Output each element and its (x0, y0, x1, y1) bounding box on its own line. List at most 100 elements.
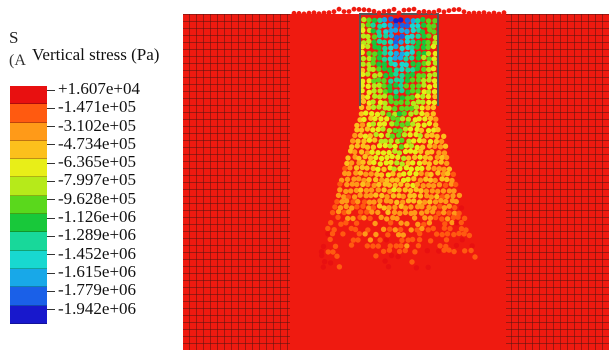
particle (321, 259, 328, 265)
particle (439, 176, 445, 182)
particle (345, 155, 351, 161)
legend-label: -1.126e+06 (47, 207, 140, 226)
particle (431, 56, 437, 62)
particle (353, 187, 360, 194)
particle (402, 205, 409, 211)
particle (446, 203, 452, 209)
particle (421, 221, 427, 228)
particle (431, 165, 437, 172)
particle (453, 181, 459, 188)
particle (402, 247, 408, 254)
particle (456, 192, 463, 199)
legend-swatch (10, 122, 47, 141)
particle (378, 155, 385, 162)
particle (430, 111, 436, 117)
particle (384, 194, 390, 200)
particle (399, 105, 405, 112)
particle (430, 66, 437, 72)
particle (468, 247, 474, 254)
particle (411, 176, 417, 182)
particle (376, 143, 383, 149)
particle (426, 204, 432, 211)
particle (413, 171, 419, 177)
legend-label: -1.615e+06 (47, 262, 140, 281)
particle (350, 199, 356, 205)
particle (349, 144, 355, 150)
particle (415, 204, 421, 210)
right-mesh-region (506, 14, 609, 350)
particle (415, 55, 422, 61)
particle (371, 83, 377, 89)
particle (455, 214, 461, 220)
particle (365, 43, 371, 50)
particle (409, 88, 416, 94)
particle (434, 154, 441, 160)
particle (359, 67, 366, 74)
particle (407, 126, 414, 132)
particle (415, 77, 422, 83)
particle (400, 193, 406, 199)
particle (362, 231, 368, 237)
particle (399, 61, 405, 67)
particle (370, 165, 376, 172)
particle (437, 243, 443, 249)
particle (394, 199, 400, 205)
particle (365, 105, 372, 111)
legend-swatch (10, 195, 47, 215)
particle (425, 44, 431, 50)
legend-label: -7.997e+05 (47, 171, 140, 189)
particle (437, 144, 444, 150)
particle (421, 22, 427, 28)
legend-symbol: S (9, 28, 19, 47)
particle (410, 18, 416, 24)
particle (393, 71, 399, 77)
particle (379, 177, 385, 183)
particle (403, 83, 410, 89)
surface-particle (461, 9, 467, 15)
particle (440, 188, 447, 194)
particle (418, 188, 424, 194)
particle (426, 143, 433, 149)
particle (356, 176, 362, 182)
particle (420, 99, 426, 105)
particle (439, 216, 445, 222)
particle (371, 199, 377, 205)
particle (392, 27, 399, 33)
particle (428, 194, 434, 200)
particle (388, 159, 394, 166)
particle (373, 231, 379, 238)
particle (409, 71, 416, 78)
particle (446, 210, 452, 216)
particle (432, 34, 439, 41)
particle (415, 33, 421, 39)
particle (426, 161, 432, 167)
legend-swatch (10, 305, 47, 324)
particle (363, 187, 370, 194)
particle (337, 181, 343, 187)
particle (417, 133, 423, 139)
particle (370, 127, 376, 133)
particle (444, 193, 450, 200)
surface-particle (456, 7, 462, 12)
particle (342, 165, 348, 172)
particle (427, 177, 434, 183)
particle (391, 187, 397, 193)
particle (320, 243, 327, 250)
particle (425, 60, 431, 66)
legend-swatch (10, 232, 47, 251)
particle (332, 204, 338, 210)
particle (424, 208, 430, 215)
particle (418, 210, 425, 216)
particle (378, 132, 384, 139)
particle (376, 104, 382, 110)
particle (360, 143, 366, 149)
particle (425, 18, 432, 24)
surface-particle (296, 11, 302, 16)
particle (410, 39, 416, 45)
particle (348, 225, 354, 232)
particle (355, 138, 361, 144)
particle (415, 221, 421, 227)
particle (371, 34, 378, 40)
particle (380, 248, 387, 255)
particle (344, 160, 350, 167)
